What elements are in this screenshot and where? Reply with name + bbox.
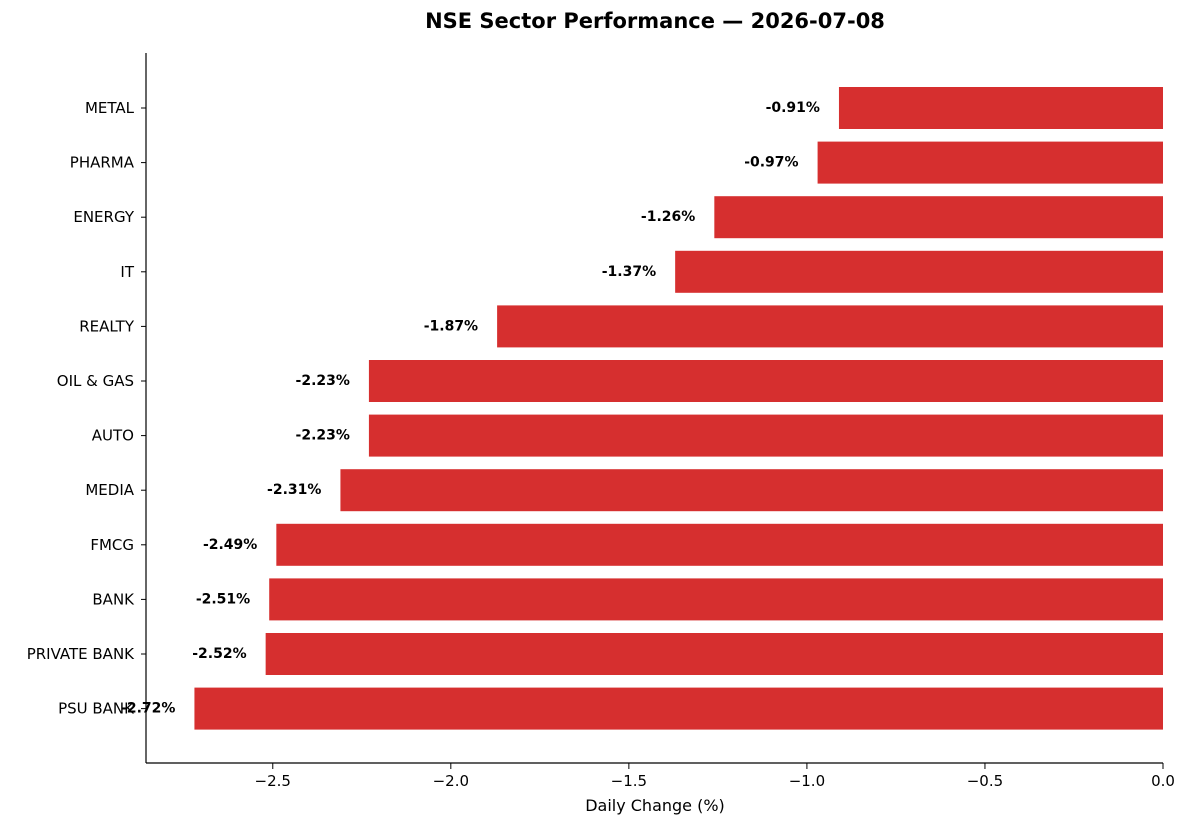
category-label: AUTO [92, 427, 134, 445]
chart-title: NSE Sector Performance — 2026-07-08 [425, 9, 885, 33]
value-label: -0.91% [766, 100, 820, 116]
bar [675, 250, 1163, 293]
value-label: -1.37% [602, 264, 656, 280]
x-tick-label: −1.5 [611, 772, 647, 790]
value-label: -2.49% [203, 537, 257, 553]
bars-layer [194, 87, 1163, 730]
bar [497, 305, 1163, 348]
category-label: METAL [85, 99, 135, 117]
bar [269, 578, 1163, 621]
category-label: MEDIA [85, 481, 134, 499]
x-tick-label: −1.0 [789, 772, 825, 790]
x-tick-label: −2.5 [255, 772, 291, 790]
value-label: -0.97% [744, 155, 798, 171]
bar [340, 469, 1163, 512]
category-label: REALTY [79, 317, 135, 335]
category-label: PSU BANK [58, 700, 135, 718]
category-label: FMCG [90, 536, 134, 554]
bar [194, 687, 1163, 730]
value-label: -2.51% [196, 591, 250, 607]
x-tick-label: −2.0 [433, 772, 469, 790]
labels-layer: METAL -0.91% PHARMA -0.97% ENERGY -1.26% IT -1.… [27, 99, 1175, 790]
value-label: -2.31% [267, 482, 321, 498]
value-label: -2.52% [192, 646, 246, 662]
value-label: -2.23% [296, 373, 350, 389]
category-label: ENERGY [73, 208, 134, 226]
value-label: -2.23% [296, 428, 350, 444]
value-label: -1.87% [424, 318, 478, 334]
bar [276, 523, 1163, 566]
x-axis-label: Daily Change (%) [585, 796, 725, 815]
bar [714, 196, 1163, 239]
bar [265, 633, 1163, 675]
category-label: PHARMA [70, 154, 135, 172]
axes-layer [141, 53, 1164, 769]
bar [368, 360, 1163, 402]
category-label: OIL & GAS [57, 372, 134, 390]
bar [838, 87, 1163, 129]
bar [817, 141, 1163, 184]
value-label: -2.72% [121, 701, 175, 717]
category-label: IT [120, 263, 134, 281]
bar [368, 414, 1163, 457]
category-label: PRIVATE BANK [27, 645, 135, 663]
value-label: -1.26% [641, 209, 695, 225]
category-label: BANK [92, 590, 135, 608]
x-tick-label: −0.5 [967, 772, 1003, 790]
x-tick-label: 0.0 [1151, 772, 1175, 790]
